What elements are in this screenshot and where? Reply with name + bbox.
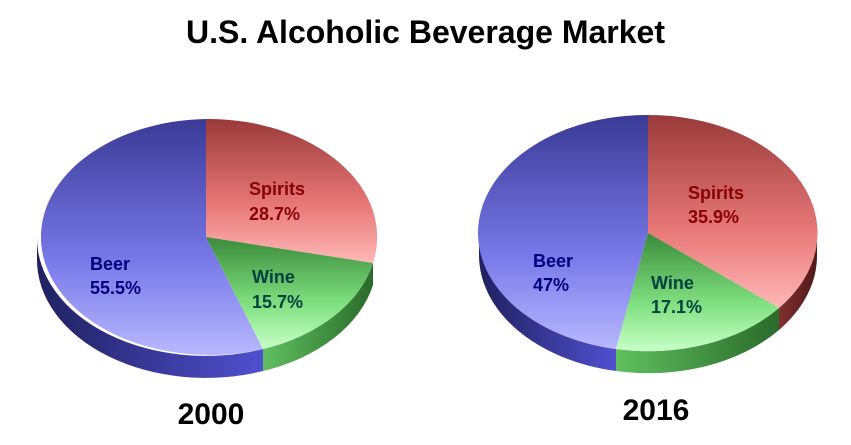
- label-wine-name: Wine: [252, 267, 295, 287]
- slice-spirits[interactable]: [206, 118, 378, 263]
- label-wine-pct: 15.7%: [252, 292, 303, 312]
- slice-beer[interactable]: [477, 114, 648, 349]
- label-spirits-name: Spirits: [688, 183, 744, 203]
- label-beer-name: Beer: [90, 254, 130, 274]
- wine-side: [263, 263, 373, 371]
- slice-wine[interactable]: [206, 237, 373, 349]
- label-wine-name: Wine: [651, 273, 694, 293]
- year-label-2016: 2016: [623, 394, 690, 427]
- label-beer-pct: 55.5%: [90, 278, 141, 298]
- beer-side: [478, 233, 616, 371]
- slice-beer[interactable]: [40, 119, 263, 355]
- label-beer-name: Beer: [533, 251, 573, 271]
- pie-2016: Beer 47% Spirits 35.9% Wine 17.1% 2016: [477, 114, 818, 427]
- wine-side: [616, 308, 779, 374]
- slice-spirits[interactable]: [648, 114, 818, 308]
- chart-title: U.S. Alcoholic Beverage Market: [186, 14, 665, 50]
- spirits-side: [779, 233, 818, 330]
- pie-2000: Beer 55.5% Spirits 28.7% Wine 15.7% 2000: [36, 118, 378, 431]
- label-spirits-name: Spirits: [249, 179, 305, 199]
- label-spirits-pct: 28.7%: [249, 204, 300, 224]
- label-spirits-pct: 35.9%: [688, 207, 739, 227]
- label-beer-pct: 47%: [533, 275, 569, 295]
- beer-side: [36, 237, 263, 378]
- label-wine-pct: 17.1%: [651, 297, 702, 317]
- slice-wine[interactable]: [616, 233, 779, 352]
- year-label-2000: 2000: [178, 398, 245, 431]
